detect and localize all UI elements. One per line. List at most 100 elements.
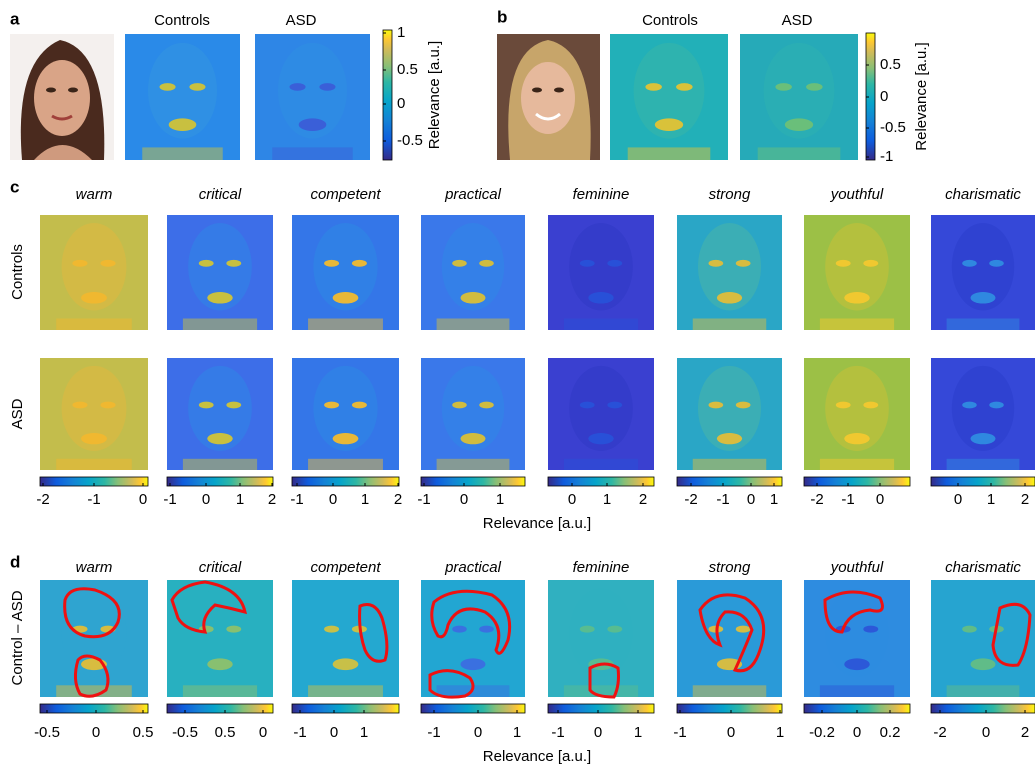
colorbar-tick-label: -0.5	[34, 724, 60, 741]
heatmap-eye	[324, 402, 339, 409]
heatmap-chin	[693, 319, 767, 331]
heatmap-mouth	[299, 118, 327, 131]
colorbar-tick-label: 0.5	[880, 56, 901, 73]
heatmap-eye	[607, 626, 622, 633]
heatmap-chin	[947, 319, 1020, 331]
panel-label: b	[497, 7, 507, 26]
heatmap-eye	[962, 402, 977, 409]
heatmap-mouth	[207, 433, 232, 444]
heatmap-chin	[947, 685, 1020, 697]
heatmap-mouth	[461, 433, 486, 444]
heatmap-chin	[564, 319, 638, 331]
heatmap	[804, 358, 910, 470]
panel-label: c	[10, 177, 19, 196]
colorbar-label: Relevance [a.u.]	[426, 41, 443, 149]
heatmap-eye	[863, 626, 878, 633]
colorbar-tick-label: 0	[880, 88, 888, 105]
colorbar	[677, 704, 782, 713]
colorbar-tick-label: -1	[673, 724, 686, 741]
heatmap-mouth	[785, 118, 813, 131]
colorbar	[548, 477, 654, 486]
heatmap-chin	[142, 147, 223, 160]
heatmap	[40, 580, 148, 697]
heatmap	[40, 358, 148, 470]
colorbar-tick-label: 0	[982, 724, 990, 741]
heatmap-mouth	[207, 658, 232, 670]
heatmap	[292, 358, 399, 470]
colorbar	[421, 477, 525, 486]
heatmap-eye	[989, 260, 1004, 267]
heatmap-mouth	[207, 292, 232, 304]
heatmap-chin	[693, 459, 767, 470]
colorbar-tick-label: -1	[880, 148, 893, 165]
colorbar-tick-label: -0.5	[397, 132, 423, 149]
trait-title: competent	[310, 559, 381, 576]
colorbar-tick-label: 0	[259, 724, 267, 741]
colorbar-tick-label: 0	[92, 724, 100, 741]
colorbar-tick-label: 2	[639, 491, 647, 508]
colorbar-tick-label: 0	[727, 724, 735, 741]
heatmap-eye	[290, 83, 306, 91]
trait-title: youthful	[830, 559, 884, 576]
colorbar	[167, 704, 273, 713]
heatmap-eye	[226, 260, 241, 267]
panel-label: a	[10, 9, 20, 28]
column-header: ASD	[782, 12, 813, 29]
page: {"panel_a":{"label":"a","headers":["Cont…	[0, 0, 1035, 767]
trait-title: practical	[444, 186, 502, 203]
heatmap-chin	[56, 319, 132, 331]
heatmap-chin	[564, 459, 638, 470]
heatmap-chin	[947, 459, 1020, 470]
trait-title: warm	[76, 186, 113, 203]
colorbar-tick-label: 1	[236, 491, 244, 508]
colorbar-tick-label: -1	[290, 491, 303, 508]
heatmap-eye	[736, 402, 751, 409]
colorbar-tick-label: -1	[87, 491, 100, 508]
trait-title: feminine	[573, 559, 630, 576]
heatmap	[677, 580, 782, 697]
trait-title: strong	[709, 559, 751, 576]
heatmap	[167, 358, 273, 470]
colorbar-tick-label: -2	[933, 724, 946, 741]
body: abcdControlsASDControlsASD10.50-0.5Relev…	[0, 0, 1035, 767]
heatmap-eye	[863, 260, 878, 267]
heatmap	[548, 215, 654, 330]
colorbar-tick-label: 0	[954, 491, 962, 508]
heatmap-eye	[580, 402, 595, 409]
heatmap-chin	[183, 319, 257, 331]
heatmap-eye	[100, 260, 115, 267]
trait-title: charismatic	[945, 559, 1021, 576]
heatmap	[292, 215, 399, 330]
trait-title: practical	[444, 559, 502, 576]
heatmap-eye	[836, 260, 851, 267]
colorbar-tick-label: -2	[684, 491, 697, 508]
heatmap-eye	[72, 402, 87, 409]
heatmap-eye	[352, 260, 367, 267]
heatmap	[804, 580, 910, 697]
colorbar-tick-label: 0	[853, 724, 861, 741]
heatmap-eye	[836, 402, 851, 409]
colorbar	[292, 477, 399, 486]
trait-title: warm	[76, 559, 113, 576]
colorbar-tick-label: -1	[427, 724, 440, 741]
colorbar	[931, 477, 1035, 486]
colorbar-tick-label: 0	[474, 724, 482, 741]
heatmap	[167, 580, 273, 697]
colorbar	[931, 704, 1035, 713]
colorbar-tick-label: -2	[810, 491, 823, 508]
heatmap	[740, 34, 858, 160]
heatmap-eye	[160, 83, 176, 91]
heatmap-eye	[72, 260, 87, 267]
row-label: ASD	[9, 398, 26, 429]
heatmap-eye	[189, 83, 205, 91]
colorbar-tick-label: -0.5	[172, 724, 198, 741]
heatmap-eye	[863, 402, 878, 409]
heatmap-eye	[607, 402, 622, 409]
colorbar-tick-label: -1	[716, 491, 729, 508]
colorbar-tick-label: 0	[202, 491, 210, 508]
heatmap-chin	[437, 319, 510, 331]
heatmap-eye	[736, 626, 751, 633]
colorbar	[40, 704, 148, 713]
colorbar-tick-label: 2	[394, 491, 402, 508]
heatmap-mouth	[844, 658, 869, 670]
